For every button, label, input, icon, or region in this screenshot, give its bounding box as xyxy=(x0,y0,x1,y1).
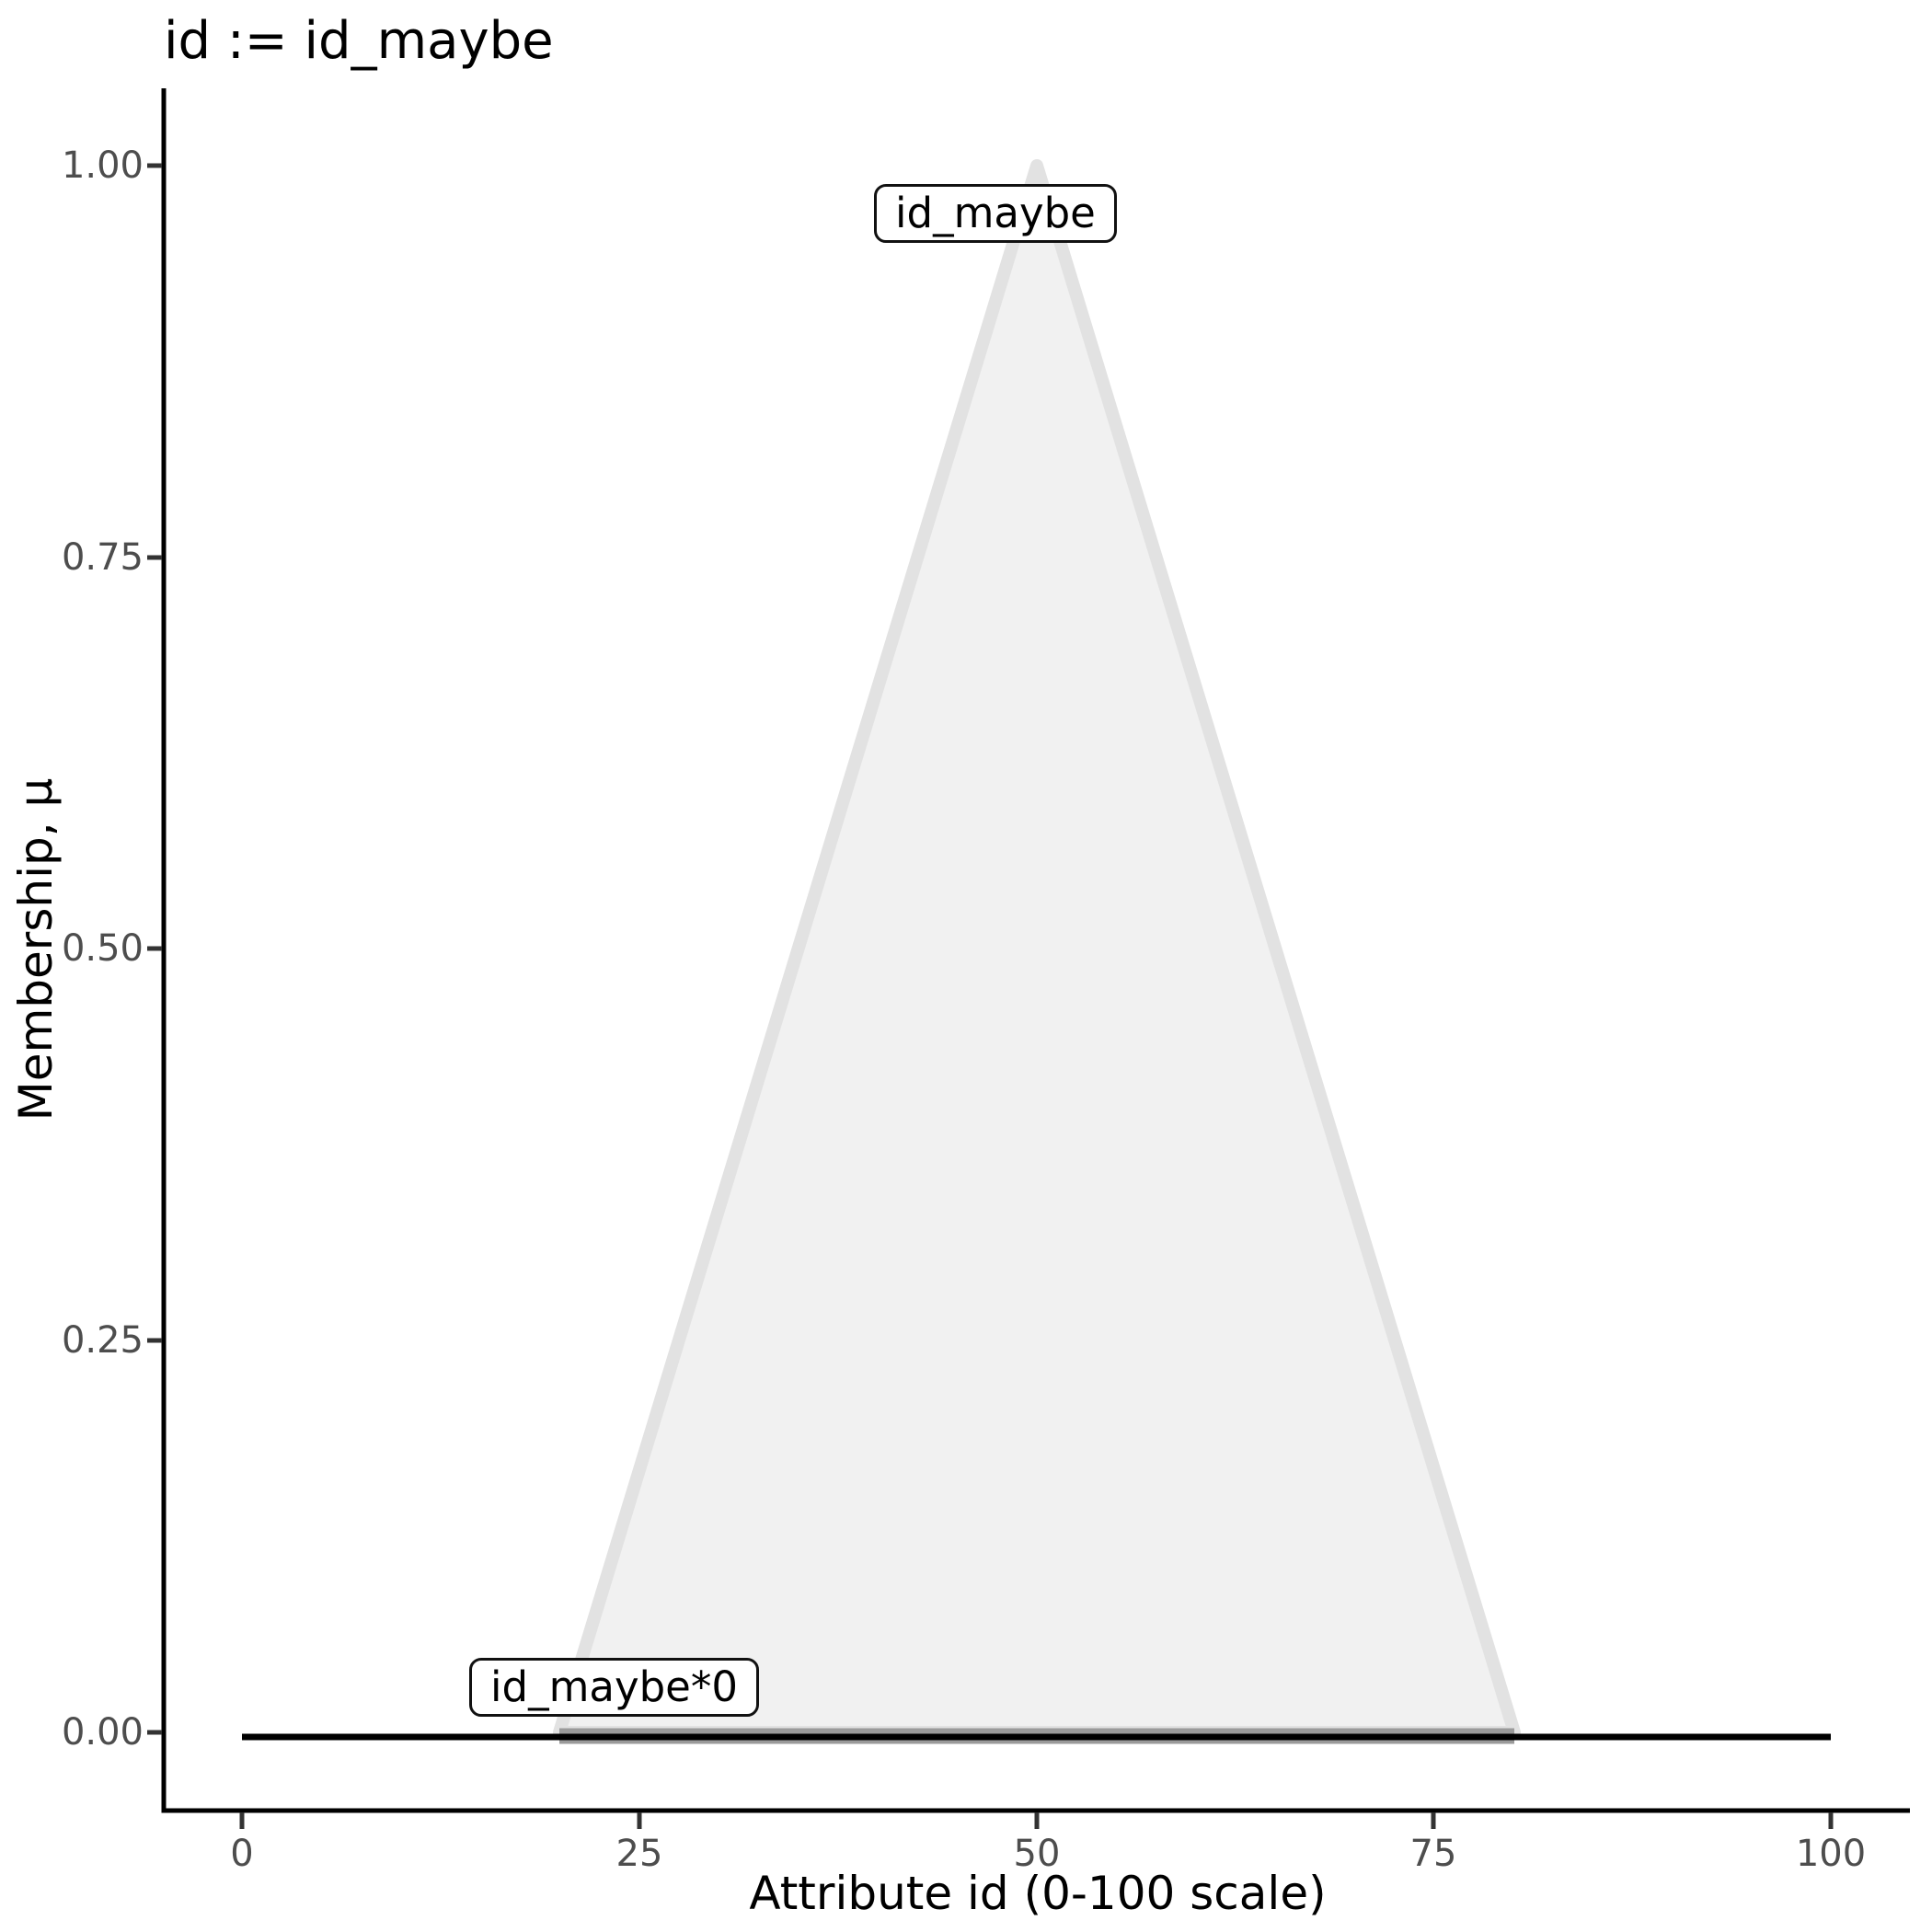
y-tick-label-1.00: 1.00 xyxy=(61,144,144,187)
id-maybe-triangle-shape xyxy=(553,159,1521,1739)
x-tick-label-75: 75 xyxy=(1409,1833,1457,1875)
id-maybe-times-zero-label: id_maybe*0 xyxy=(469,1658,759,1717)
x-tick-label-50: 50 xyxy=(1013,1833,1061,1875)
plot-title: id := id_maybe xyxy=(164,11,554,71)
x-axis-title: Attribute id (0-100 scale) xyxy=(749,1867,1327,1920)
y-tick-label-0.75: 0.75 xyxy=(61,536,144,579)
y-tick-label-0.00: 0.00 xyxy=(61,1711,144,1754)
y-tick-label-0.50: 0.50 xyxy=(61,927,144,970)
x-tick-label-100: 100 xyxy=(1795,1833,1867,1875)
axis-lines xyxy=(161,88,1910,1813)
x-tick-label-25: 25 xyxy=(615,1833,663,1875)
x-tick-label-0: 0 xyxy=(230,1833,254,1875)
y-tick-label-0.25: 0.25 xyxy=(61,1319,144,1362)
id-maybe-label: id_maybe xyxy=(874,184,1117,243)
